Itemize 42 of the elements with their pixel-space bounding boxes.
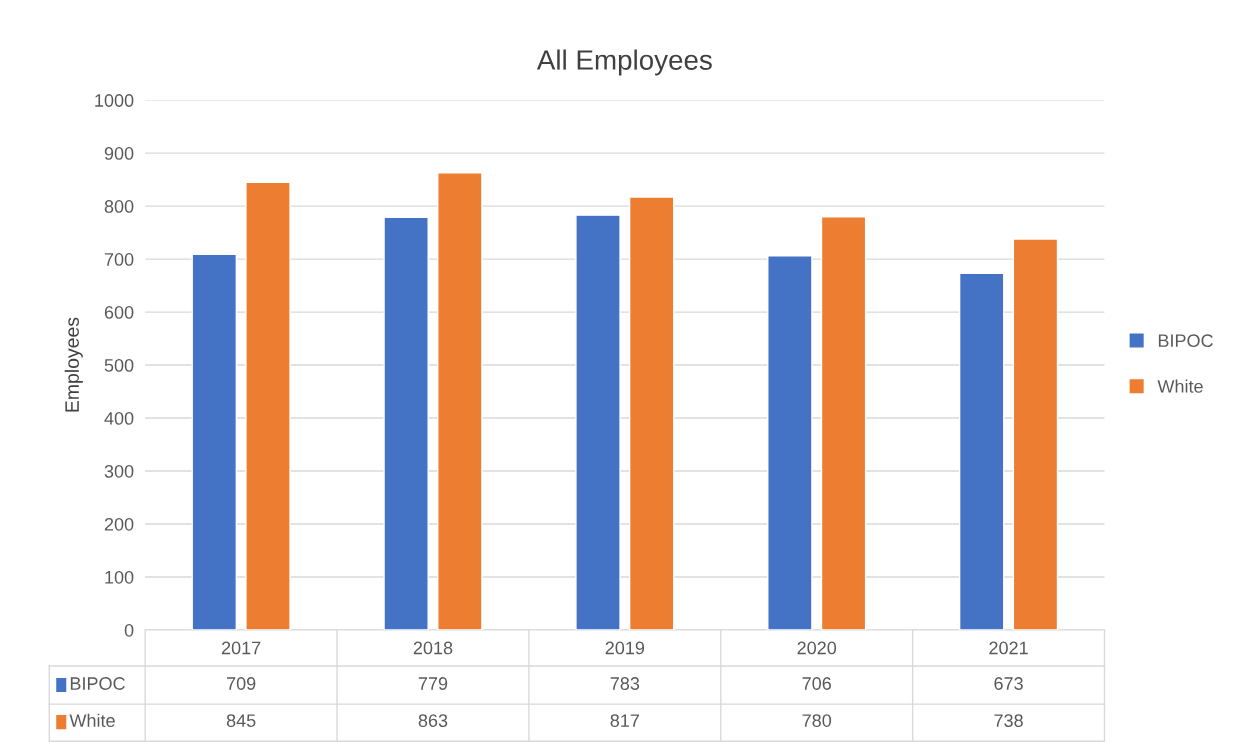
- x-tick-label: 2018: [413, 641, 453, 655]
- bar: [383, 216, 429, 630]
- bar: [437, 172, 483, 630]
- y-tick-label: 500: [104, 359, 134, 372]
- y-tick-label: 100: [105, 570, 134, 584]
- y-tick-label: 800: [104, 200, 134, 213]
- x-tick-label: 2021: [989, 641, 1028, 655]
- data-label: 709: [226, 677, 256, 690]
- bar: [575, 214, 621, 630]
- x-tick-label: 2020: [797, 641, 837, 655]
- bar: [767, 255, 813, 630]
- legend-label: White: [1157, 379, 1203, 393]
- text: BIPOC: [1158, 334, 1213, 348]
- x-tick-label: 2019: [605, 641, 645, 655]
- y-tick-label: 1000: [95, 94, 134, 107]
- legend-label: BIPOC: [70, 677, 125, 690]
- bar: [191, 253, 238, 630]
- chart-title: All Employees: [536, 49, 712, 76]
- data-label: 779: [418, 677, 448, 690]
- bar: [820, 216, 867, 630]
- bar: [628, 196, 675, 630]
- data-label: 738: [994, 714, 1023, 727]
- text: White: [69, 713, 115, 727]
- data-label: 817: [610, 714, 639, 727]
- data-label: 845: [226, 714, 256, 727]
- y-tick-label: 300: [104, 464, 134, 478]
- data-label: 706: [802, 677, 831, 690]
- bar: [245, 181, 291, 630]
- y-axis-title: Employees: [64, 317, 83, 412]
- y-tick-label: 0: [124, 623, 134, 637]
- y-tick-label: 600: [104, 306, 134, 319]
- y-tick-label: 700: [104, 253, 134, 266]
- y-tick-label: 200: [104, 517, 134, 531]
- y-tick-label: 400: [104, 411, 134, 425]
- bar: [958, 272, 1005, 630]
- y-tick-label: 900: [104, 147, 134, 160]
- x-tick-label: 2017: [221, 641, 261, 655]
- data-label: 780: [802, 714, 832, 727]
- data-label: 863: [418, 714, 448, 727]
- data-label: 783: [610, 677, 640, 690]
- data-label: 673: [994, 677, 1023, 690]
- bar: [1012, 238, 1059, 630]
